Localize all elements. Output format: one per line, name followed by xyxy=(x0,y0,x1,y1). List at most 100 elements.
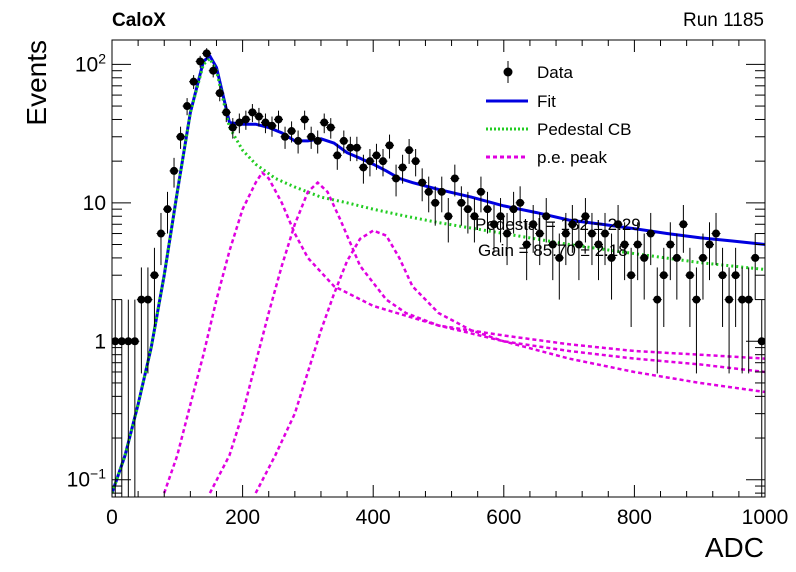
data-point xyxy=(554,233,564,300)
data-marker xyxy=(130,337,139,346)
data-marker xyxy=(529,220,538,229)
data-marker xyxy=(503,229,512,238)
run-label: Run 1185 xyxy=(683,10,764,31)
data-point xyxy=(332,143,342,170)
data-marker xyxy=(516,198,525,207)
data-marker xyxy=(548,240,557,249)
data-point xyxy=(639,233,649,300)
data-point xyxy=(241,110,251,130)
legend-label-data: Data xyxy=(537,63,573,82)
data-marker xyxy=(561,229,570,238)
data-point xyxy=(522,222,532,281)
data-marker xyxy=(679,220,688,229)
data-point xyxy=(306,126,316,149)
data-point xyxy=(443,198,453,243)
data-point xyxy=(691,267,701,374)
data-point xyxy=(228,118,238,139)
data-marker xyxy=(156,229,165,238)
data-point xyxy=(613,204,623,253)
data-point xyxy=(580,198,590,243)
legend-label-pe-peak: p.e. peak xyxy=(537,148,607,167)
data-marker xyxy=(476,187,485,196)
data-point xyxy=(130,299,140,497)
data-point xyxy=(339,130,349,154)
data-point xyxy=(123,299,133,497)
data-marker xyxy=(235,118,244,127)
data-marker xyxy=(522,240,531,249)
data-marker xyxy=(601,229,610,238)
data-marker xyxy=(300,115,309,124)
data-point xyxy=(117,299,127,497)
data-point xyxy=(718,247,728,327)
data-marker xyxy=(463,205,472,214)
data-marker xyxy=(640,253,649,262)
data-marker xyxy=(183,102,192,111)
plot-area xyxy=(112,48,765,497)
data-marker xyxy=(483,205,492,214)
data-marker xyxy=(170,166,179,175)
data-point xyxy=(378,149,388,177)
data-marker xyxy=(222,108,231,117)
data-marker xyxy=(418,178,427,187)
data-point xyxy=(293,130,303,154)
data-marker xyxy=(189,77,198,86)
data-point xyxy=(254,107,264,127)
data-marker xyxy=(685,271,694,280)
y-axis-title: Events xyxy=(21,40,52,126)
fit-annotation-pedestal: Pedestal = 132 ± 2.29 xyxy=(475,215,641,234)
legend-entry-fit: Fit xyxy=(486,92,556,111)
data-point xyxy=(365,149,375,177)
data-marker xyxy=(653,295,662,304)
data-point xyxy=(652,267,662,374)
data-marker xyxy=(718,271,727,280)
data-marker xyxy=(594,240,603,249)
data-point xyxy=(169,157,179,188)
data-marker xyxy=(698,253,707,262)
data-point xyxy=(260,113,270,134)
data-point xyxy=(698,233,708,300)
data-marker xyxy=(333,151,342,160)
data-marker xyxy=(294,136,303,145)
data-marker xyxy=(574,240,583,249)
data-marker xyxy=(705,240,714,249)
data-marker xyxy=(274,115,283,124)
data-point xyxy=(417,168,427,202)
data-marker xyxy=(137,295,146,304)
data-marker xyxy=(633,240,642,249)
data-point xyxy=(156,212,166,266)
data-marker xyxy=(307,132,316,141)
data-point xyxy=(163,191,173,234)
data-marker xyxy=(607,253,616,262)
data-point xyxy=(731,247,741,327)
data-marker xyxy=(365,157,374,166)
data-marker xyxy=(267,121,276,130)
data-point xyxy=(352,136,362,162)
data-point xyxy=(737,267,747,374)
data-marker xyxy=(405,146,414,155)
data-marker xyxy=(568,220,577,229)
x-tick-label: 400 xyxy=(356,506,391,529)
data-point xyxy=(385,134,395,159)
data-point xyxy=(456,186,466,226)
data-marker xyxy=(731,271,740,280)
data-point xyxy=(489,204,499,253)
data-point xyxy=(561,212,571,266)
data-point xyxy=(391,164,401,197)
data-point xyxy=(176,126,186,149)
data-point xyxy=(548,222,558,281)
data-point xyxy=(469,198,479,243)
data-marker xyxy=(620,240,629,249)
data-marker xyxy=(587,229,596,238)
data-point xyxy=(567,204,577,253)
data-marker xyxy=(176,132,185,141)
data-point xyxy=(744,267,754,374)
data-point xyxy=(136,267,146,374)
data-point xyxy=(574,222,584,281)
data-point xyxy=(541,198,551,243)
data-marker xyxy=(496,212,505,221)
data-marker xyxy=(150,271,159,280)
data-marker xyxy=(581,212,590,221)
data-marker xyxy=(457,198,466,207)
data-marker xyxy=(326,123,335,132)
